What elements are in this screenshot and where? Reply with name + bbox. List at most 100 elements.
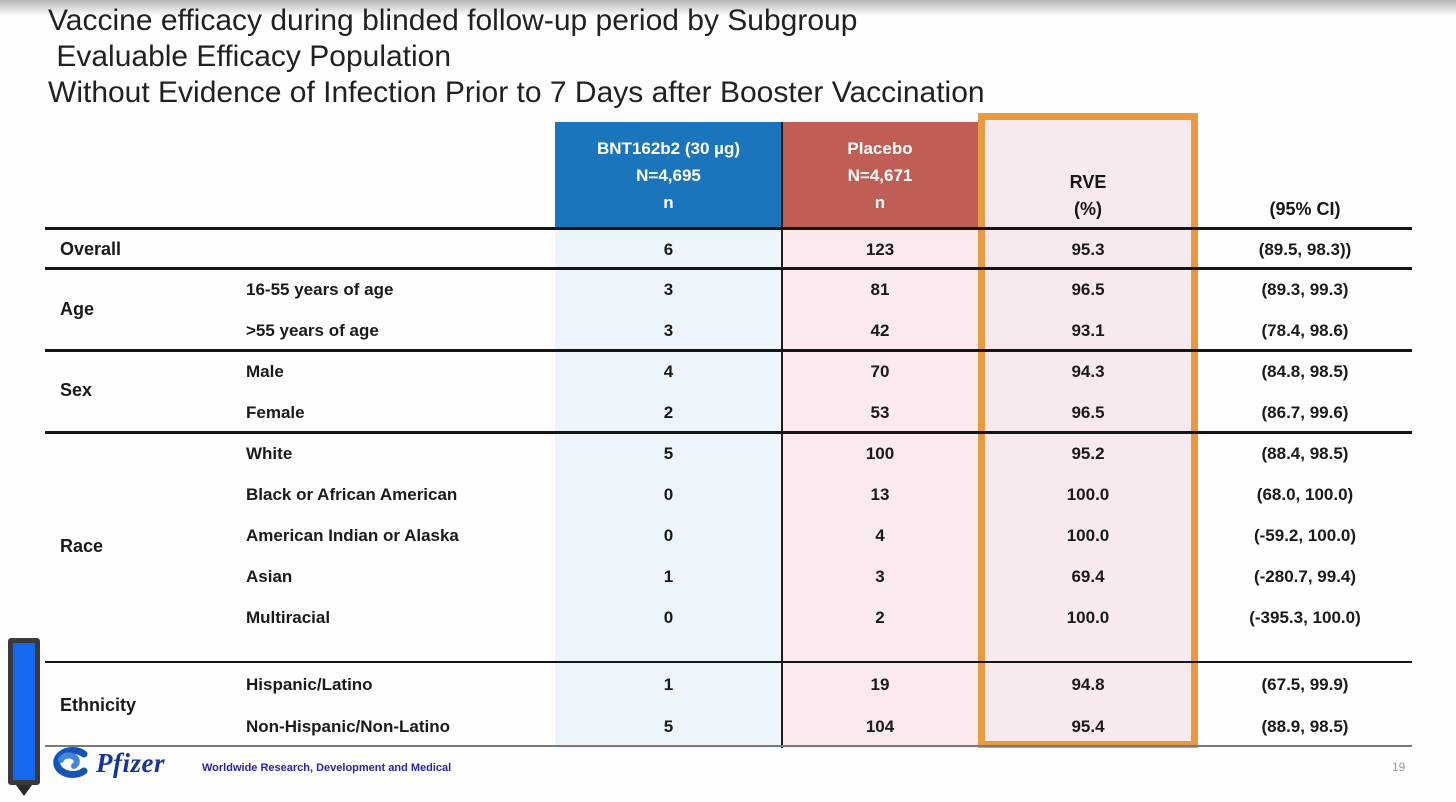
row-bnt-n-cell: 0 — [663, 484, 674, 504]
row-placebo-n-cell: 104 — [865, 717, 895, 736]
rve-header-line-2: (%) — [1074, 199, 1102, 219]
row-rve-cell: 94.3 — [1071, 361, 1105, 381]
table-row: Multiracial 0 2 100.0 (-395.3, 100.0) — [45, 597, 1412, 638]
row-subgroup-cell: >55 years of age — [246, 320, 379, 340]
table-row: Male 4 70 94.3 (84.8, 98.5) — [45, 351, 1412, 392]
ci-column-header: (95% CI) — [1269, 199, 1341, 219]
placebo-column-header: Placebo N=4,671 n — [782, 122, 978, 229]
table-row: Black or African American 0 13 100.0 (68… — [45, 474, 1412, 515]
row-rve-cell: 96.5 — [1071, 279, 1105, 299]
footer-division-text: Worldwide Research, Development and Medi… — [202, 762, 452, 774]
row-placebo-n-cell: 2 — [875, 607, 885, 627]
row-ci-cell: (86.7, 99.6) — [1261, 402, 1349, 422]
row-rve-cell: 95.4 — [1071, 717, 1105, 736]
row-subgroup-cell: Multiracial — [246, 607, 331, 627]
row-placebo-n-cell: 42 — [870, 320, 890, 340]
row-subgroup-cell: American Indian or Alaska — [246, 525, 459, 545]
row-bnt-n-cell: 6 — [663, 239, 674, 259]
group-label-sex: Sex — [60, 380, 93, 400]
overall-section-line — [45, 267, 1412, 270]
table-row: Female 2 53 96.5 (86.7, 99.6) — [45, 392, 1412, 433]
row-subgroup-cell: Female — [246, 402, 305, 422]
table-row: Non-Hispanic/Non-Latino 5 104 95.4 (88.9… — [45, 706, 1412, 748]
row-group-cell: Overall — [60, 239, 122, 259]
row-subgroup-cell: Black or African American — [246, 484, 458, 504]
row-ci-cell: (78.4, 98.6) — [1261, 320, 1349, 340]
table-row: 16-55 years of age 3 81 96.5 (89.3, 99.3… — [45, 269, 1412, 310]
row-bnt-n-cell: 2 — [663, 402, 674, 422]
row-subgroup-cell: Male — [246, 361, 284, 381]
title-line-2: Evaluable Efficacy Population — [48, 40, 452, 73]
row-placebo-n-cell: 4 — [875, 525, 885, 545]
group-label-ethnicity: Ethnicity — [60, 695, 137, 715]
row-ci-cell: (68.0, 100.0) — [1256, 484, 1354, 504]
row-placebo-n-cell: 100 — [865, 443, 895, 463]
row-bnt-n-cell: 3 — [663, 279, 674, 299]
placebo-header-line-3: n — [874, 193, 886, 212]
row-ci-cell: (89.3, 99.3) — [1261, 279, 1349, 299]
group-label-race: Race — [60, 536, 104, 556]
row-bnt-n-cell: 1 — [663, 675, 674, 694]
row-ci-cell: (-280.7, 99.4) — [1253, 566, 1357, 586]
row-rve-cell: 69.4 — [1071, 566, 1105, 586]
pfizer-logo: Pfizer — [46, 745, 165, 781]
row-ci-cell: (67.5, 99.9) — [1261, 675, 1349, 694]
row-bnt-n-cell: 4 — [663, 361, 674, 381]
pfizer-wordmark: Pfizer — [96, 747, 165, 778]
bnt-header-line-1: BNT162b2 (30 µg) — [597, 139, 740, 158]
table-row: Overall 6 123 95.3 (89.5, 98.3)) — [45, 230, 1412, 269]
sex-section-line — [45, 431, 1412, 434]
title-line-3: Without Evidence of Infection Prior to 7… — [48, 76, 985, 109]
row-ci-cell: (-59.2, 100.0) — [1253, 525, 1357, 545]
row-rve-cell: 95.2 — [1071, 443, 1105, 463]
row-rve-cell: 100.0 — [1066, 484, 1110, 504]
rve-column-header: RVE (%) — [978, 113, 1198, 229]
rve-highlight-box — [978, 113, 1198, 748]
row-rve-cell: 93.1 — [1071, 320, 1105, 340]
table-row: American Indian or Alaska 0 4 100.0 (-59… — [45, 515, 1412, 556]
bnt-column-header: BNT162b2 (30 µg) N=4,695 n — [555, 122, 782, 229]
row-rve-cell: 94.8 — [1071, 675, 1105, 694]
row-ci-cell: (88.9, 98.5) — [1261, 717, 1349, 736]
row-placebo-n-cell: 13 — [870, 484, 890, 504]
placebo-header-line-2: N=4,671 — [847, 166, 913, 185]
row-subgroup-cell: White — [246, 443, 293, 463]
pfizer-swirl-icon — [53, 747, 88, 778]
row-placebo-n-cell: 53 — [870, 402, 890, 422]
row-rve-cell: 100.0 — [1066, 525, 1110, 545]
header-bottom-line — [45, 227, 1412, 230]
scrollbar-thumb[interactable] — [8, 638, 40, 785]
row-rve-cell: 96.5 — [1071, 402, 1105, 422]
scrollbar-down-arrow[interactable] — [16, 785, 32, 796]
row-bnt-n-cell: 1 — [663, 566, 674, 586]
row-rve-cell: 95.3 — [1071, 239, 1105, 259]
slide-title: Vaccine efficacy during blinded follow-u… — [48, 3, 985, 111]
row-placebo-n-cell: 123 — [865, 239, 895, 259]
row-ci-cell: (84.8, 98.5) — [1261, 361, 1349, 381]
table-row: White 5 100 95.2 (88.4, 98.5) — [45, 433, 1412, 474]
placebo-header-line-1: Placebo — [847, 139, 913, 158]
table-row: >55 years of age 3 42 93.1 (78.4, 98.6) — [45, 310, 1412, 351]
row-subgroup-cell: 16-55 years of age — [246, 279, 394, 299]
row-bnt-n-cell: 5 — [663, 717, 674, 736]
age-section-line — [45, 349, 1412, 352]
column-divider-line — [781, 122, 783, 748]
group-label-age: Age — [60, 299, 95, 319]
row-ci-cell: (-395.3, 100.0) — [1249, 607, 1361, 627]
row-bnt-n-cell: 5 — [663, 443, 674, 463]
row-bnt-n-cell: 0 — [663, 525, 674, 545]
row-rve-cell: 100.0 — [1066, 607, 1110, 627]
row-ci-cell: (89.5, 98.3)) — [1258, 239, 1352, 259]
table-rows: Overall 6 123 95.3 (89.5, 98.3)) 16-55 y… — [45, 230, 1412, 748]
efficacy-table: BNT162b2 (30 µg) N=4,695 n Placebo N=4,6… — [45, 113, 1412, 800]
row-bnt-n-cell: 3 — [663, 320, 674, 340]
section-gap — [45, 638, 1412, 664]
row-subgroup-cell: Asian — [246, 566, 293, 586]
row-subgroup-cell: Hispanic/Latino — [246, 675, 373, 694]
title-line-1: Vaccine efficacy during blinded follow-u… — [48, 4, 858, 37]
row-placebo-n-cell: 19 — [870, 675, 890, 694]
row-placebo-n-cell: 81 — [870, 279, 890, 299]
rve-header-line-1: RVE — [1069, 172, 1107, 192]
race-section-line — [45, 661, 1412, 663]
row-placebo-n-cell: 70 — [870, 361, 890, 381]
